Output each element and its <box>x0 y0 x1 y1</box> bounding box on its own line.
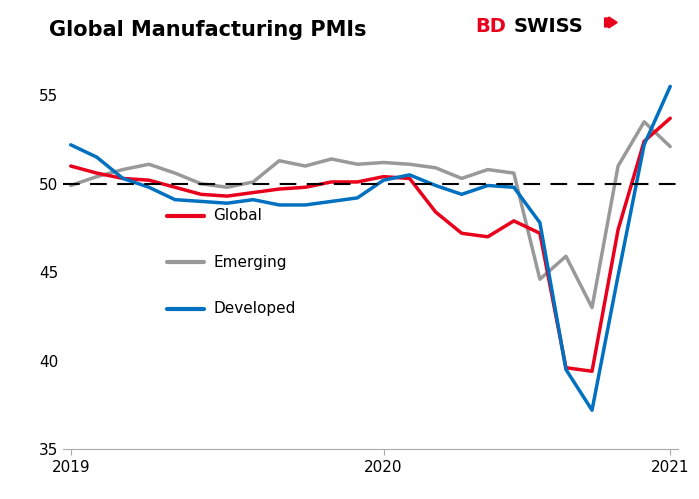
Text: SWISS: SWISS <box>514 17 584 36</box>
Text: BD: BD <box>475 17 506 36</box>
Text: Global Manufacturing PMIs: Global Manufacturing PMIs <box>49 20 366 40</box>
Text: Developed: Developed <box>214 301 296 316</box>
Text: Global: Global <box>214 208 263 223</box>
Text: Emerging: Emerging <box>214 255 287 270</box>
